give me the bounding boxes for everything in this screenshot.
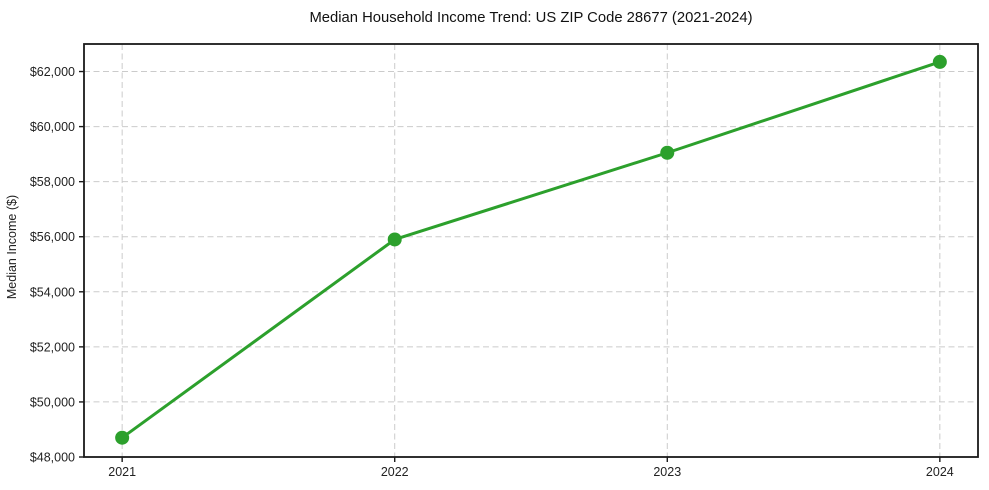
- y-tick-label: $60,000: [30, 120, 75, 134]
- y-tick-label: $58,000: [30, 175, 75, 189]
- x-tick-label: 2021: [108, 465, 136, 479]
- plot-border: [83, 43, 979, 458]
- chart-title: Median Household Income Trend: US ZIP Co…: [309, 10, 752, 26]
- trend-line: [120, 60, 942, 440]
- y-tick-label: $50,000: [30, 395, 75, 409]
- data-point: [115, 430, 130, 445]
- y-tick-label: $52,000: [30, 340, 75, 354]
- data-point: [660, 145, 675, 160]
- data-point: [932, 54, 947, 69]
- x-tick-label: 2023: [653, 465, 681, 479]
- data-point: [387, 232, 402, 247]
- chart-layer: $48,000 $50,000 $52,000 $54,000 $56,000 $58,0…: [30, 43, 979, 479]
- y-tick-label: $56,000: [30, 230, 75, 244]
- y-tick-label: $62,000: [30, 65, 75, 79]
- x-tick-label: 2022: [381, 465, 409, 479]
- y-tick-label: $54,000: [30, 285, 75, 299]
- x-tick-label: 2024: [926, 465, 954, 479]
- y-axis-label: Median Income ($): [5, 195, 19, 299]
- y-tick-label: $48,000: [30, 451, 75, 465]
